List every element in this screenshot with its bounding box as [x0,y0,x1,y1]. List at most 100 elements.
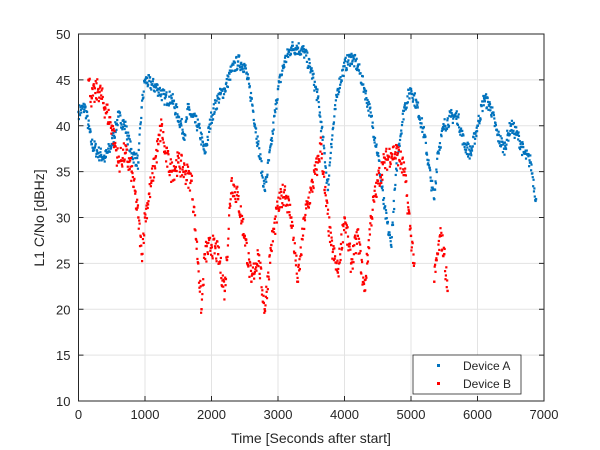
data-point [271,130,274,133]
data-point [91,149,95,152]
x-tick-label: 3000 [264,407,293,422]
data-point [166,152,169,155]
data-point [163,97,167,100]
data-point [99,84,102,87]
data-point [525,149,528,152]
data-point [381,189,384,192]
data-point [368,247,371,250]
data-point [504,144,507,148]
data-point [115,128,118,131]
data-point [94,144,97,147]
data-point [487,103,490,106]
data-point [156,140,159,143]
data-point [258,254,261,257]
data-point [160,124,163,127]
data-point [382,153,385,156]
data-point [317,154,320,157]
data-point [236,60,240,63]
data-point [381,185,384,188]
data-point [159,93,162,96]
data-point [395,169,399,172]
data-point [469,152,473,155]
data-point [294,47,297,50]
data-point [417,114,420,118]
data-point [339,258,342,262]
data-point [357,63,360,66]
data-point [213,245,217,248]
data-point [199,285,202,288]
data-point [206,138,210,142]
data-point [463,145,466,149]
data-point [221,274,224,277]
data-point [147,74,151,77]
data-point [298,258,301,261]
data-point [244,64,247,67]
data-point [515,126,518,129]
data-point [381,178,384,181]
data-point [478,122,481,125]
data-point [283,56,287,59]
data-point [355,57,358,60]
data-point [107,108,110,112]
data-point [144,213,147,216]
y-tick-label: 15 [56,348,70,363]
data-point [207,241,210,244]
data-point [388,165,391,168]
data-point [312,169,316,172]
data-point [388,147,391,150]
data-point [210,243,213,247]
data-point [169,162,172,165]
data-point [476,124,479,127]
data-point [291,224,294,227]
data-point [128,167,131,171]
data-point [501,140,504,144]
data-point [145,207,148,210]
data-point [371,208,374,211]
data-point [276,204,279,207]
data-point [354,59,357,62]
data-point [164,152,167,155]
data-point [394,183,397,187]
data-point [281,202,284,205]
data-point [476,130,479,133]
data-point [371,121,374,124]
data-point [207,125,210,129]
data-point [286,211,289,214]
data-point [338,261,341,264]
x-tick-label: 6000 [463,407,492,422]
data-point [99,147,102,150]
data-point [391,221,394,224]
data-point [420,122,423,125]
data-point [366,98,369,102]
data-point [294,53,297,56]
data-point [253,272,256,275]
data-point [463,148,467,151]
data-point [221,279,224,282]
data-point [454,115,457,118]
data-point [356,66,359,69]
data-point [437,150,440,153]
data-point [193,214,197,217]
data-point [242,232,245,236]
data-point [334,255,337,258]
data-point [308,191,311,194]
data-point [106,122,109,125]
data-point [347,249,350,252]
data-point [305,60,309,64]
data-point [511,122,515,126]
data-point [326,208,330,211]
data-point [316,88,319,91]
data-point [144,81,147,84]
data-point [373,138,376,141]
data-point [345,68,348,71]
data-point [266,288,269,291]
data-point [400,132,403,135]
data-point [206,143,209,147]
data-point [156,89,159,92]
data-point [402,168,405,171]
data-point [311,181,314,184]
data-point [265,180,268,183]
data-point [191,198,194,201]
data-point [362,276,365,279]
data-point [399,135,402,138]
